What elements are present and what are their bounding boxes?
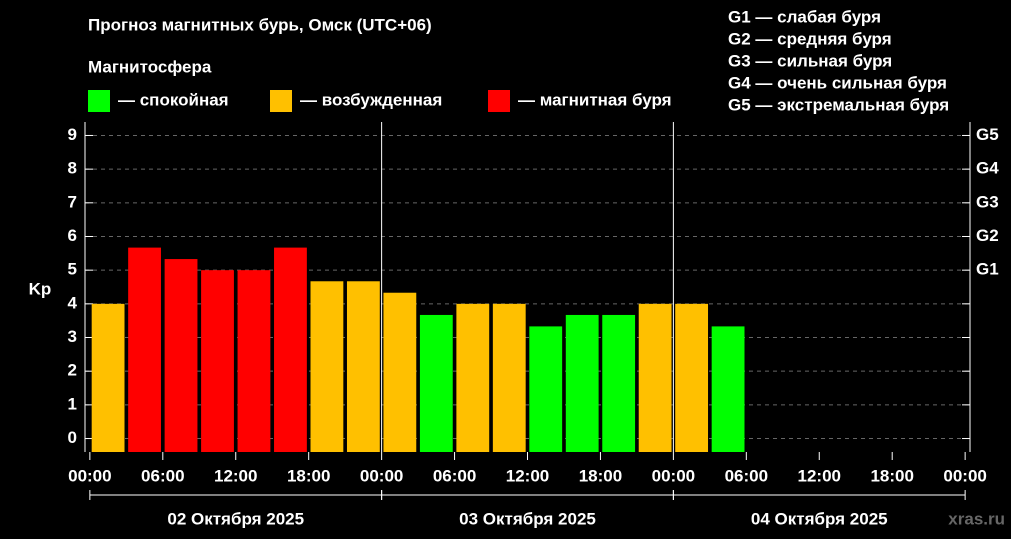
day-label: 04 Октября 2025 (751, 509, 888, 528)
bar (383, 292, 417, 452)
bar (711, 326, 745, 452)
y2-tick-label: G5 (976, 125, 999, 144)
g-legend-item: G5 — экстремальная буря (728, 95, 949, 114)
day-bracket (89, 490, 383, 500)
x-tick-label: 00:00 (652, 466, 695, 485)
bar (456, 303, 490, 452)
y-axis-label: Kp (29, 279, 52, 298)
x-tick-label: 18:00 (287, 466, 330, 485)
x-tick-label: 18:00 (579, 466, 622, 485)
bar (602, 314, 636, 452)
y2-tick-label: G4 (976, 159, 999, 178)
bar (164, 259, 198, 452)
y-tick-label: 5 (68, 260, 77, 279)
y2-tick-label: G1 (976, 260, 999, 279)
y-tick-label: 8 (68, 159, 77, 178)
x-tick-label: 00:00 (68, 466, 111, 485)
x-tick-label: 06:00 (725, 466, 768, 485)
y-tick-label: 7 (68, 192, 77, 211)
day-bracket (672, 490, 966, 500)
watermark: xras.ru (948, 509, 1005, 528)
legend-label: — возбужденная (300, 90, 442, 109)
y2-tick-label: G3 (976, 192, 999, 211)
day-label: 03 Октября 2025 (459, 509, 596, 528)
bar (675, 303, 709, 452)
y-tick-label: 1 (68, 394, 77, 413)
g-legend-item: G3 — сильная буря (728, 51, 892, 70)
bar (91, 303, 125, 452)
x-tick-label: 00:00 (360, 466, 403, 485)
g-legend-item: G4 — очень сильная буря (728, 73, 947, 92)
day-bracket (381, 490, 674, 500)
chart-subtitle: Магнитосфера (88, 57, 212, 76)
legend-swatch (270, 90, 292, 112)
legend-swatch (88, 90, 110, 112)
chart-title: Прогноз магнитных бурь, Омск (UTC+06) (88, 15, 432, 34)
bar (565, 314, 599, 452)
y-tick-label: 6 (68, 226, 77, 245)
bar (274, 247, 307, 452)
g-legend-item: G1 — слабая буря (728, 7, 881, 26)
legend-label: — магнитная буря (518, 90, 672, 109)
legend-swatch (488, 90, 510, 112)
x-tick-label: 12:00 (506, 466, 549, 485)
x-tick-label: 12:00 (798, 466, 841, 485)
x-tick-label: 18:00 (870, 466, 913, 485)
bar (201, 270, 234, 452)
bar (128, 247, 161, 452)
bar (237, 270, 271, 452)
y-tick-label: 3 (68, 327, 77, 346)
g-legend-item: G2 — средняя буря (728, 29, 892, 48)
y-tick-label: 2 (68, 361, 77, 380)
y-tick-label: 9 (68, 125, 77, 144)
bar (529, 326, 563, 452)
y-tick-label: 0 (68, 428, 77, 447)
day-label: 02 Октября 2025 (167, 509, 304, 528)
y-tick-label: 4 (68, 293, 78, 312)
bar (346, 281, 380, 452)
x-tick-label: 06:00 (433, 466, 476, 485)
bar (419, 314, 453, 452)
bar (638, 303, 672, 452)
x-tick-label: 12:00 (214, 466, 257, 485)
x-tick-label: 00:00 (943, 466, 986, 485)
legend-label: — спокойная (118, 90, 229, 109)
bar (492, 303, 526, 452)
x-tick-label: 06:00 (141, 466, 184, 485)
y2-tick-label: G2 (976, 226, 999, 245)
bar (310, 281, 344, 452)
